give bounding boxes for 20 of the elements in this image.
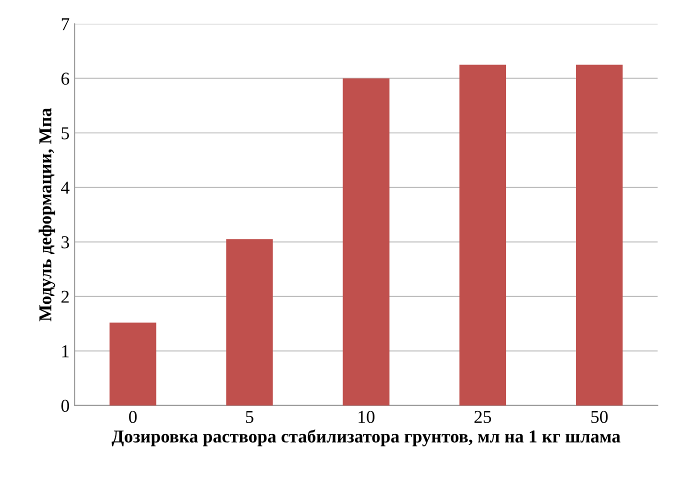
- x-tick-label: 10: [358, 410, 374, 424]
- x-tick-label: 0: [129, 410, 137, 424]
- y-tick-label: 6: [61, 72, 70, 85]
- y-axis-title: Модуль деформации, Мпа: [38, 108, 56, 322]
- y-tick-label: 5: [62, 127, 70, 140]
- y-tick-label: 2: [61, 290, 69, 303]
- y-tick-label: 4: [61, 182, 70, 194]
- x-tick-label: 25: [474, 410, 492, 424]
- x-tick-label: 50: [591, 410, 608, 424]
- bar: [459, 64, 506, 406]
- bar: [576, 64, 623, 406]
- bar: [342, 78, 390, 406]
- y-tick-label: 1: [62, 345, 69, 358]
- y-tick-label: 0: [61, 400, 70, 412]
- x-axis-title: Дозировка раствора стабилизатора грунтов, мл на 1 кг шлама: [112, 429, 620, 446]
- bar: [110, 322, 156, 406]
- y-tick-label: 7: [62, 18, 70, 30]
- bar: [226, 239, 273, 406]
- y-tick-label: 3: [62, 236, 70, 248]
- x-tick-label: 5: [246, 411, 254, 424]
